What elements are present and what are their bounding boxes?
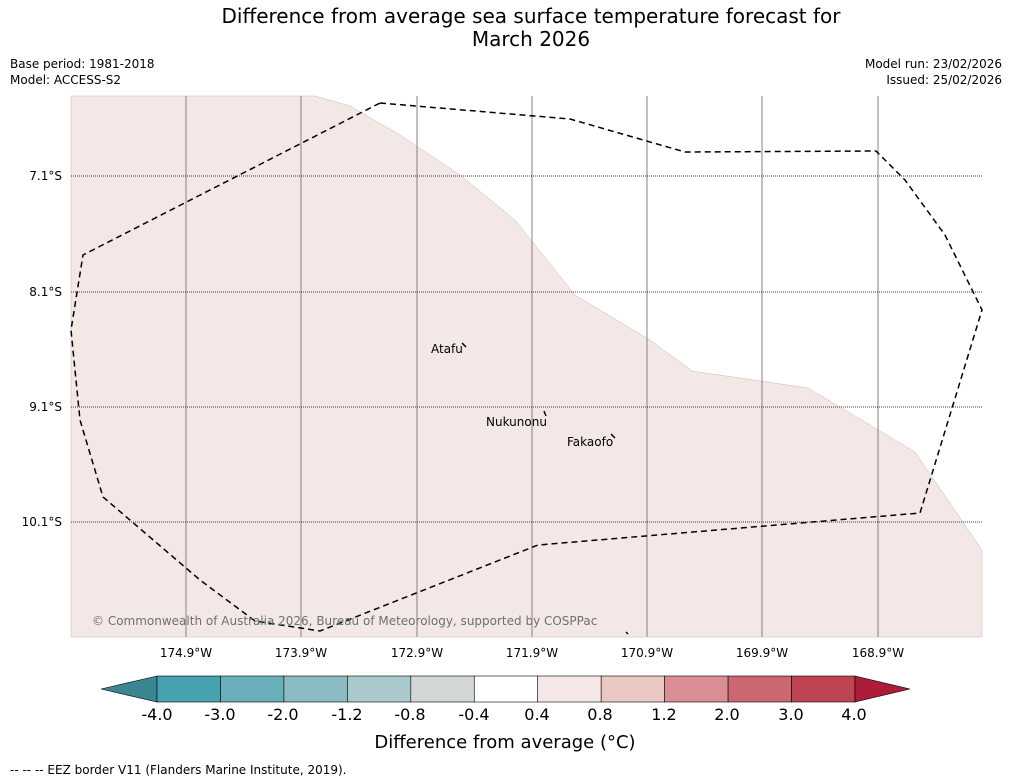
- colorbar-segment: [220, 675, 285, 703]
- model-run: Model run: 23/02/2026: [864, 57, 1002, 71]
- lon-label: 168.9°W: [851, 646, 905, 660]
- colorbar-tick-label: 0.8: [587, 705, 613, 724]
- lon-label: 170.9°W: [620, 646, 674, 660]
- title-line-2: March 2026: [471, 27, 591, 51]
- colorbar-segment: [156, 675, 221, 703]
- colorbar-tick-label: 0.4: [524, 705, 550, 724]
- lon-label: 173.9°W: [274, 646, 328, 660]
- place-label-atafu: Atafu: [431, 342, 463, 356]
- colorbar-segment: [664, 675, 729, 703]
- colorbar-segment: [727, 675, 792, 703]
- colorbar-tick-label: -1.2: [331, 705, 363, 724]
- lat-label: 7.1°S: [29, 169, 62, 183]
- colorbar-segment: [347, 675, 412, 703]
- colorbar-tick-label: -0.8: [394, 705, 426, 724]
- lat-label: 9.1°S: [29, 400, 62, 414]
- colorbar-segment: [600, 675, 665, 703]
- small-island: [625, 631, 629, 635]
- meta-left: Base period: 1981-2018 Model: ACCESS-S2: [10, 56, 155, 88]
- colorbar-tick-label: 3.0: [778, 705, 804, 724]
- colorbar-tick-label: 1.2: [651, 705, 677, 724]
- lon-label: 171.9°W: [505, 646, 559, 660]
- colorbar-tick-label: 4.0: [841, 705, 867, 724]
- colorbar-segment: [283, 675, 348, 703]
- base-period: Base period: 1981-2018: [10, 57, 155, 71]
- lon-label: 174.9°W: [159, 646, 213, 660]
- meta-right: Model run: 23/02/2026 Issued: 25/02/2026: [865, 56, 1002, 88]
- anomaly-region: [70, 95, 983, 638]
- atafu-island: [461, 342, 467, 348]
- colorbar-under-arrow: [100, 675, 158, 703]
- colorbar-segment: [537, 675, 602, 703]
- lat-label: 10.1°S: [21, 515, 62, 529]
- lat-label: 8.1°S: [29, 285, 62, 299]
- lon-label: 172.9°W: [390, 646, 444, 660]
- place-label-nukunonu: Nukunonu: [486, 415, 547, 429]
- longitude-gridlines: [185, 96, 879, 637]
- colorbar-over-arrow: [854, 675, 911, 703]
- colorbar-tick-label: 2.0: [714, 705, 740, 724]
- footer-note: -- -- -- EEZ border V11 (Flanders Marine…: [10, 763, 347, 777]
- chart-title: Difference from average sea surface temp…: [0, 5, 1011, 51]
- nukunonu-island: [543, 410, 547, 417]
- colorbar-tick-label: -3.0: [204, 705, 236, 724]
- issued-date: Issued: 25/02/2026: [886, 73, 1002, 87]
- model-name: Model: ACCESS-S2: [10, 73, 122, 87]
- colorbar-tick-label: -4.0: [141, 705, 173, 724]
- colorbar-tick-label: -0.4: [458, 705, 490, 724]
- title-line-1: Difference from average sea surface temp…: [221, 4, 841, 28]
- colorbar-tick-label: -2.0: [267, 705, 299, 724]
- colorbar-segment: [473, 675, 539, 703]
- place-label-fakaofo: Fakaofo: [567, 435, 614, 449]
- colorbar-segment: [410, 675, 475, 703]
- colorbar-label: Difference from average (°C): [374, 732, 636, 753]
- colorbar-segment: [791, 675, 856, 703]
- copyright-notice: © Commonwealth of Australia 2026, Bureau…: [92, 614, 598, 628]
- lon-label: 169.9°W: [735, 646, 789, 660]
- fakaofo-island: [610, 433, 616, 439]
- islands: [461, 342, 629, 635]
- colorbar: [100, 675, 911, 703]
